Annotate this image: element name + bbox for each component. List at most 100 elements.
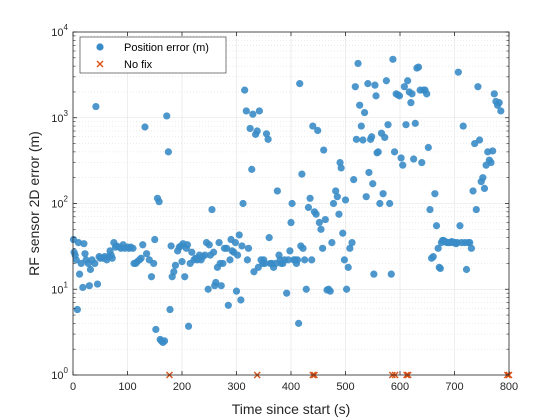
position-error-point: [434, 244, 442, 252]
position-error-point: [418, 158, 426, 167]
position-error-point: [226, 256, 234, 264]
position-error-point: [219, 259, 227, 268]
position-error-point: [381, 133, 389, 141]
position-error-point: [466, 238, 474, 247]
x-tick-label: 400: [282, 381, 300, 393]
position-error-point: [404, 77, 412, 85]
position-error-point: [335, 210, 343, 218]
position-error-point: [301, 256, 309, 264]
position-error-point: [407, 99, 415, 107]
position-error-point: [232, 287, 241, 295]
position-error-point: [308, 256, 316, 264]
position-error-point: [249, 110, 257, 118]
position-error-point: [342, 285, 351, 293]
position-error-point: [456, 222, 464, 230]
position-error-point: [238, 242, 246, 250]
position-error-point: [248, 165, 256, 173]
position-error-point: [362, 193, 370, 201]
position-error-point: [74, 238, 83, 247]
position-error-point: [237, 296, 245, 304]
x-tick-label: 100: [118, 381, 136, 393]
position-error-point: [340, 256, 349, 264]
position-error-point: [364, 80, 372, 88]
position-error-point: [152, 325, 160, 334]
position-error-point: [341, 196, 350, 204]
position-error-point: [354, 59, 362, 68]
position-error-point: [81, 250, 89, 258]
position-error-point: [273, 187, 281, 195]
position-error-point: [333, 193, 341, 201]
position-error-point: [296, 80, 304, 88]
position-error-point: [250, 268, 258, 276]
position-error-point: [246, 124, 254, 133]
position-error-point: [368, 133, 376, 141]
position-error-point: [309, 122, 317, 130]
position-error-point: [141, 123, 149, 131]
position-error-point: [320, 146, 328, 154]
position-error-point: [314, 126, 322, 135]
position-error-point: [371, 81, 379, 89]
position-error-point: [423, 90, 431, 98]
x-tick-label: 800: [500, 381, 518, 393]
y-tick-label: 101: [51, 280, 68, 296]
position-error-point: [150, 259, 158, 268]
position-error-point: [241, 86, 249, 94]
position-error-point: [304, 203, 313, 212]
position-error-point: [410, 155, 418, 163]
position-error-point: [261, 259, 269, 268]
position-error-point: [495, 99, 503, 107]
position-error-point: [167, 242, 175, 250]
position-error-point: [286, 247, 294, 255]
position-error-point: [210, 248, 218, 256]
position-error-point: [432, 222, 441, 230]
y-tick-base: 10: [51, 199, 63, 211]
position-error-point: [397, 154, 405, 162]
position-error-point: [487, 158, 495, 167]
position-error-point: [212, 278, 220, 287]
y-tick-base: 10: [51, 27, 63, 39]
position-error-point: [326, 287, 334, 295]
position-error-point: [215, 238, 223, 247]
position-error-point: [480, 184, 489, 193]
position-error-point: [352, 135, 360, 143]
y-tick-exponent: 1: [64, 280, 69, 289]
position-error-point: [475, 136, 484, 144]
position-error-point: [93, 280, 102, 288]
position-error-point: [408, 90, 416, 98]
position-error-point: [284, 256, 292, 264]
position-error-point: [184, 322, 193, 330]
position-error-point: [459, 122, 467, 130]
x-tick-label: 0: [70, 381, 76, 393]
position-error-point: [479, 174, 487, 182]
position-error-point: [386, 199, 394, 208]
position-error-point: [357, 122, 365, 130]
position-error-point: [201, 251, 209, 259]
position-error-point: [399, 161, 407, 169]
legend-label-no-fix: No fix: [124, 59, 153, 71]
y-tick-label: 103: [51, 109, 68, 125]
legend-box: [79, 36, 227, 74]
position-error-point: [147, 273, 156, 281]
x-tick-label: 600: [391, 381, 409, 393]
position-error-point: [469, 187, 477, 195]
position-error-point: [359, 136, 367, 144]
position-error-point: [244, 244, 253, 252]
y-tick-exponent: 0: [64, 366, 69, 375]
y-tick-base: 10: [51, 370, 63, 382]
position-error-point: [328, 238, 336, 247]
position-error-point: [414, 63, 423, 71]
position-error-point: [160, 337, 169, 345]
x-tick-label: 700: [445, 381, 463, 393]
position-error-point: [243, 256, 251, 264]
y-tick-label: 104: [51, 23, 68, 39]
position-error-point: [242, 107, 250, 115]
x-tick-label: 500: [336, 381, 354, 393]
position-error-point: [79, 283, 87, 292]
position-error-point: [288, 199, 296, 208]
position-error-point: [142, 250, 151, 258]
position-error-point: [379, 190, 387, 198]
position-error-point: [382, 77, 390, 85]
position-error-point: [73, 305, 81, 314]
